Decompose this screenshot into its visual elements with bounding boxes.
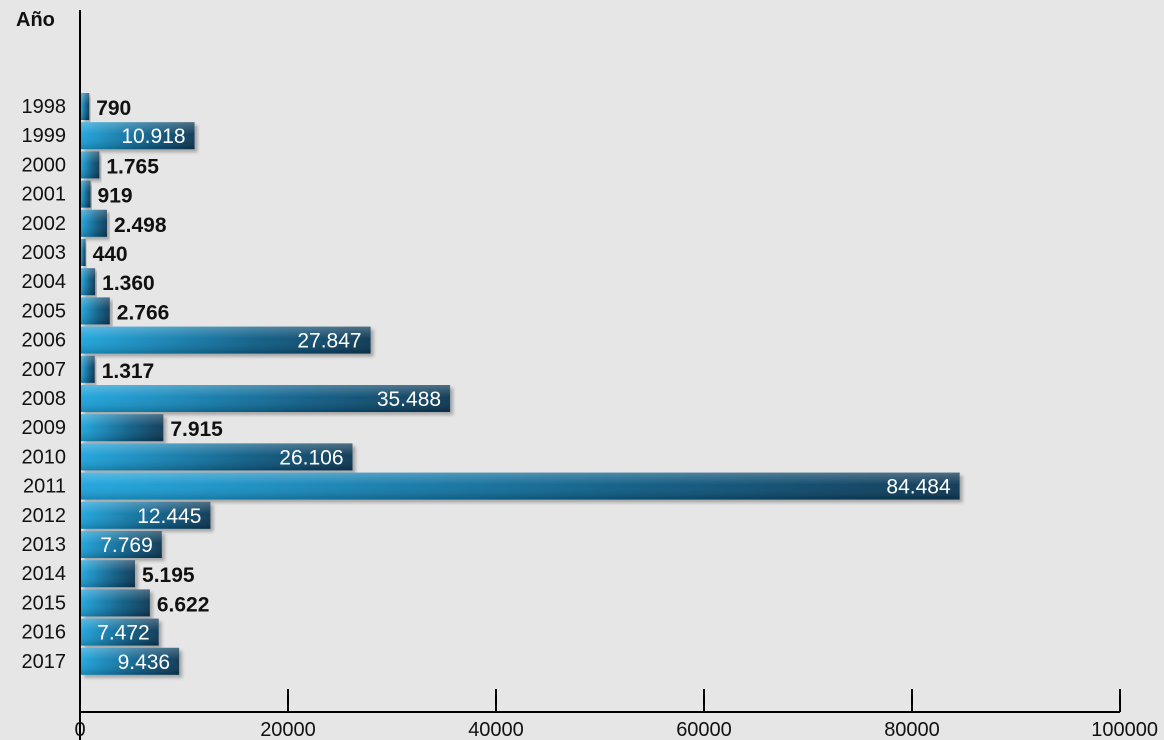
data-label-2016: 7.472: [97, 622, 150, 645]
category-label-2008: 2008: [22, 388, 67, 410]
bar-gloss: [81, 355, 95, 383]
data-label-2007: 1.317: [102, 360, 155, 383]
bar-gloss: [81, 268, 96, 296]
bar-2002: [81, 209, 107, 237]
x-tick-label: 20000: [260, 719, 316, 740]
data-label-2003: 440: [93, 243, 128, 266]
bar-gloss: [81, 501, 211, 529]
bars-group: [81, 93, 960, 675]
data-label-2013: 7.769: [100, 534, 153, 557]
bar-gloss: [81, 239, 86, 266]
bar-gloss: [81, 531, 162, 558]
category-label-2003: 2003: [22, 242, 67, 264]
bar-gloss: [81, 443, 353, 471]
category-label-2014: 2014: [22, 563, 67, 585]
bar-2000: [81, 151, 100, 179]
bar-1998: [81, 93, 90, 120]
value-labels: 790 10.918 1.765 919 2.498 440 1.360 2.766 27.84…: [93, 97, 951, 674]
bar-gloss: [81, 209, 107, 237]
category-label-2005: 2005: [22, 300, 67, 322]
category-label-2006: 2006: [22, 330, 67, 352]
bar-2014: [81, 560, 136, 588]
bar-2016: [81, 618, 159, 646]
bar-2007: [81, 355, 95, 383]
bar-gloss: [81, 647, 180, 675]
bar-gloss: [81, 180, 91, 208]
x-tick-label: 40000: [468, 719, 524, 740]
data-label-2004: 1.360: [102, 272, 155, 295]
category-label-2000: 2000: [22, 154, 67, 176]
category-label-2004: 2004: [22, 271, 67, 293]
bar-2013: [81, 531, 162, 558]
bar-2009: [81, 414, 164, 442]
bar-gloss: [81, 472, 960, 500]
category-label-2017: 2017: [22, 651, 67, 673]
bar-2004: [81, 268, 96, 296]
data-label-2002: 2.498: [114, 214, 167, 237]
category-label-2009: 2009: [22, 417, 67, 439]
category-label-2010: 2010: [22, 446, 67, 468]
data-label-2011: 84.484: [886, 476, 951, 499]
data-label-2006: 27.847: [297, 330, 361, 353]
data-label-2010: 26.106: [279, 446, 343, 469]
data-label-2008: 35.488: [377, 388, 441, 411]
category-label-2015: 2015: [22, 592, 67, 614]
x-axis-ticks: 0 20000 40000 60000 80000 100000: [74, 689, 1158, 740]
data-label-1998: 790: [96, 97, 131, 120]
category-label-2012: 2012: [22, 505, 67, 527]
bar-gloss: [81, 589, 150, 617]
bar-2001: [81, 180, 91, 208]
bar-gloss: [81, 151, 100, 179]
category-label-2013: 2013: [22, 534, 67, 556]
bar-gloss: [81, 618, 159, 646]
bar-2011: [81, 472, 960, 500]
category-labels: 1998 1999 2000 2001 2002 2003 2004 2005 2006 2007…: [22, 96, 67, 673]
category-label-2007: 2007: [22, 359, 67, 381]
bar-2015: [81, 589, 150, 617]
bar-gloss: [81, 414, 164, 442]
category-label-2001: 2001: [22, 184, 67, 206]
data-label-2005: 2.766: [117, 301, 170, 324]
bar-2008: [81, 385, 451, 412]
category-label-2011: 2011: [23, 476, 66, 498]
bar-gloss: [81, 385, 451, 412]
category-label-1999: 1999: [22, 125, 67, 147]
bar-gloss: [81, 560, 136, 588]
category-label-1998: 1998: [22, 96, 67, 118]
data-label-2017: 9.436: [118, 651, 171, 674]
bar-gloss: [81, 326, 371, 354]
category-label-2016: 2016: [22, 622, 67, 644]
bar-gloss: [81, 297, 110, 325]
data-label-1999: 10.918: [121, 125, 185, 148]
category-label-2002: 2002: [22, 213, 67, 235]
y-axis-title: Año: [16, 9, 55, 31]
data-label-2014: 5.195: [142, 564, 195, 587]
x-tick-label: 60000: [676, 719, 732, 740]
bar-2003: [81, 239, 86, 266]
bar-2005: [81, 297, 110, 325]
bar-2006: [81, 326, 371, 354]
bar-gloss: [81, 122, 195, 150]
bar-2010: [81, 443, 353, 471]
data-label-2000: 1.765: [106, 155, 159, 178]
x-tick-label: 0: [74, 719, 85, 740]
x-tick-label: 80000: [884, 719, 940, 740]
data-label-2001: 919: [98, 185, 133, 208]
bar-2012: [81, 501, 211, 529]
bar-2017: [81, 647, 180, 675]
data-label-2012: 12.445: [137, 505, 201, 528]
x-tick-label: 100000: [1091, 719, 1158, 740]
bar-gloss: [81, 93, 90, 120]
data-label-2009: 7.915: [170, 418, 223, 441]
bar-1999: [81, 122, 195, 150]
data-label-2015: 6.622: [157, 593, 210, 616]
